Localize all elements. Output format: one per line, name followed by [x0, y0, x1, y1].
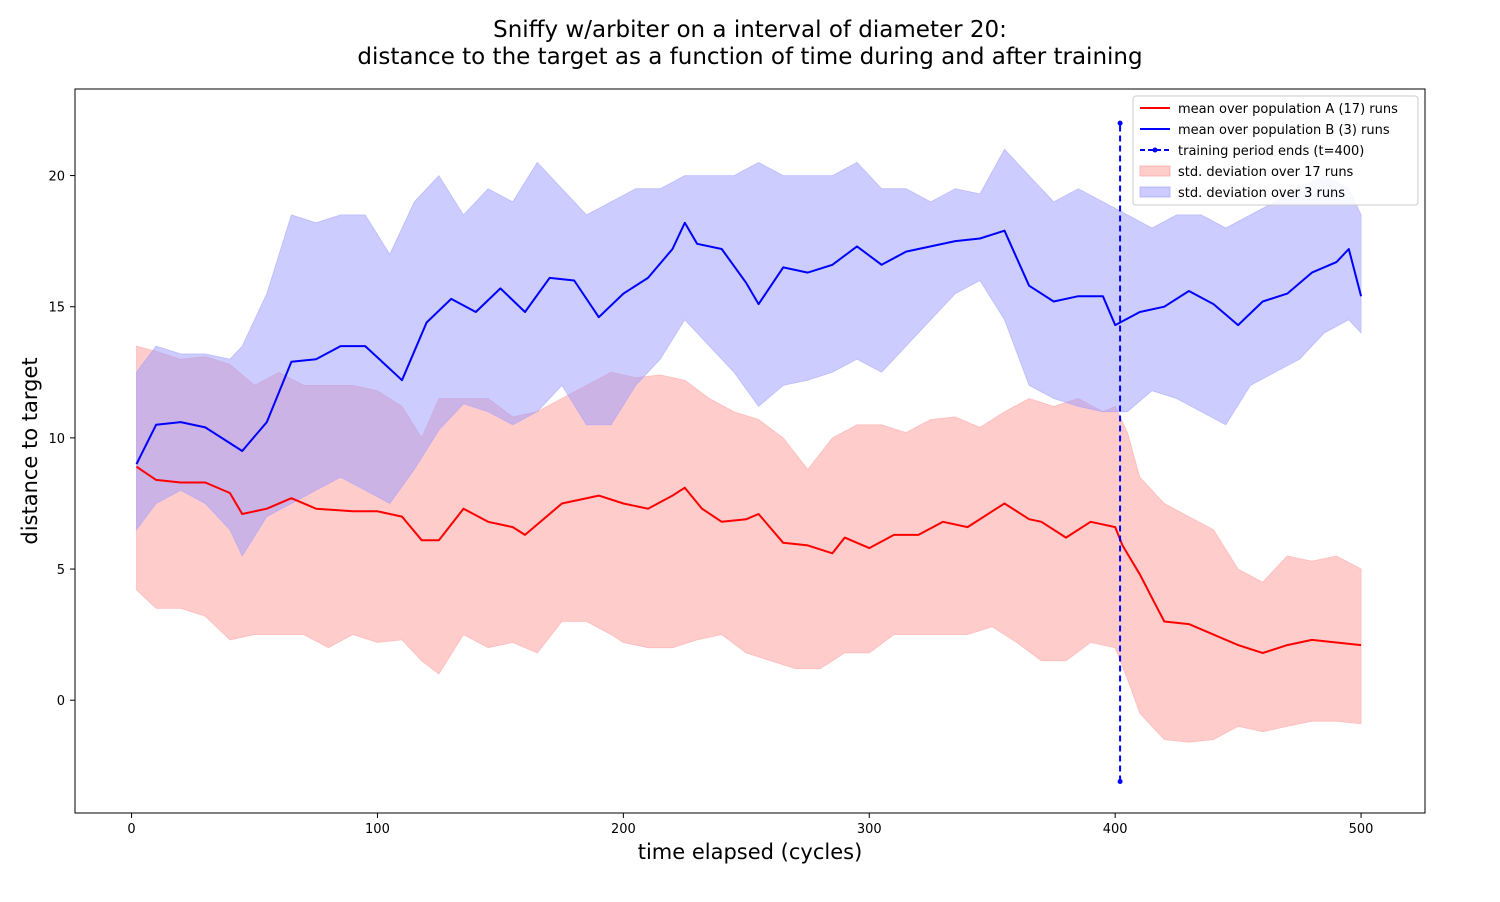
legend-box: [1132, 95, 1419, 206]
y-axis-label: distance to target: [18, 357, 42, 544]
std-band-4: [136, 148, 1362, 557]
mean-line-1: [135, 221, 1363, 465]
y-tick-label: 15: [48, 301, 65, 316]
legend-swatch-marker: [1152, 147, 1158, 153]
legend: mean over population A (17) runs mean ove…: [1132, 95, 1419, 206]
x-axis-ticks: 0 100 200 300 400 500: [127, 813, 1373, 837]
chart-title-line1: Sniffy w/arbiter on a interval of diamet…: [493, 17, 1007, 43]
training-end-line: [1117, 120, 1123, 785]
x-tick-label: 100: [365, 822, 390, 837]
y-axis-ticks: 0 5 10 15 20: [48, 170, 75, 709]
std-bands: [136, 148, 1362, 743]
mean-lines: [135, 221, 1363, 654]
x-axis-label: time elapsed (cycles): [638, 840, 863, 864]
x-tick-label: 400: [1103, 822, 1128, 837]
training-end-marker-top: [1117, 120, 1123, 126]
training-end-marker-bottom: [1117, 779, 1123, 785]
legend-swatch-patch: [1139, 165, 1171, 177]
plot-frame: [74, 88, 1426, 814]
x-tick-label: 0: [127, 822, 135, 837]
y-tick-label: 10: [48, 432, 65, 447]
mean-line-0: [135, 465, 1362, 654]
x-tick-label: 200: [611, 822, 636, 837]
legend-label: mean over population B (3) runs: [1178, 123, 1390, 138]
legend-label: training period ends (t=400): [1178, 144, 1364, 159]
std-band-3: [136, 345, 1362, 743]
x-tick-label: 500: [1349, 822, 1374, 837]
legend-label: std. deviation over 3 runs: [1178, 186, 1345, 201]
legend-label: mean over population A (17) runs: [1178, 102, 1398, 117]
legend-swatch-patch: [1139, 186, 1171, 198]
y-tick-label: 5: [57, 563, 65, 578]
y-tick-label: 0: [57, 694, 65, 709]
chart-title-line2: distance to the target as a function of …: [357, 44, 1142, 70]
legend-label: std. deviation over 17 runs: [1178, 165, 1354, 180]
x-tick-label: 300: [857, 822, 882, 837]
y-tick-label: 20: [48, 170, 65, 185]
